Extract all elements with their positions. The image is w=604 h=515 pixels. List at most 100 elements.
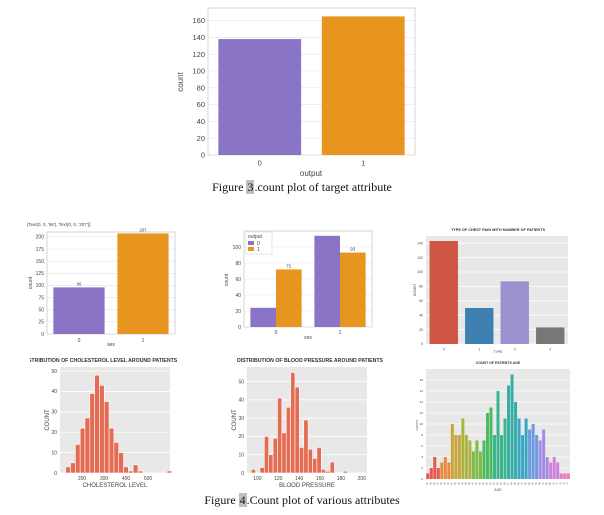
sex-count-chart: 0 25 50 75 100 125 150 175 200 96 0 207 1 count sex [Te… [27, 222, 176, 348]
x-tick-label: 1 [142, 338, 145, 344]
histogram-bar [75, 444, 81, 474]
y-tick-label: 50 [38, 307, 44, 313]
y-tick-label: 100 [192, 67, 205, 76]
bar [471, 451, 475, 479]
x-tick-label: 67 [541, 481, 545, 485]
x-tick-label: 2 [514, 348, 516, 352]
figure-4-caption: Figure 4.Count plot of various attribute… [204, 493, 400, 507]
bar [429, 241, 458, 344]
histogram-bar [277, 397, 283, 474]
x-tick-label: 44 [460, 481, 464, 485]
x-tick-label: 60 [517, 481, 521, 485]
y-tick-label: 20 [51, 430, 57, 436]
y-tick-label: 10 [238, 452, 244, 458]
x-tick-label: 53 [492, 481, 496, 485]
x-tick-label: 65 [534, 481, 538, 485]
bar [482, 440, 486, 479]
bar [489, 407, 493, 479]
histogram-bar [79, 427, 86, 474]
y-tick-label: 18 [420, 378, 424, 382]
chart-title: COUNT OF PATIENTS AGE [476, 361, 521, 365]
x-tick-label: 140 [295, 476, 304, 482]
bar [531, 424, 535, 479]
y-tick-label: 125 [36, 271, 45, 277]
x-axis-label: sex [304, 335, 312, 341]
histogram-bar [264, 436, 270, 474]
x-tick-label: 63 [527, 481, 531, 485]
legend-label: 1 [257, 247, 260, 253]
histogram-bar [342, 470, 348, 474]
x-tick-label: 46 [468, 481, 472, 485]
chart-title: DISTRIBUTION OF BLOOD PRESSURE AROUND PA… [237, 358, 384, 364]
histogram-bar [259, 467, 265, 474]
histogram-bar [89, 393, 95, 474]
bar [492, 435, 496, 479]
x-tick-label: 43 [457, 481, 461, 485]
y-tick-label: 80 [197, 83, 205, 92]
x-tick-label: 1 [361, 159, 365, 168]
x-tick-label: 42 [453, 481, 457, 485]
y-tick-label: 80 [419, 285, 423, 289]
y-tick-label: 16 [420, 389, 424, 393]
histogram-bar [113, 442, 120, 474]
y-tick-label: 0 [421, 477, 423, 481]
y-tick-label: 40 [197, 117, 205, 126]
bar [429, 468, 433, 479]
chart-title: DISTRIBUTION OF CHOLESTEROL LEVEL AROUND… [30, 358, 178, 364]
y-tick-label: 8 [421, 433, 423, 437]
bar [53, 287, 105, 334]
x-tick-label: 0 [258, 159, 262, 168]
histogram-bar [166, 470, 173, 474]
data-label: 207 [139, 227, 147, 232]
x-tick-label: 500 [144, 476, 153, 482]
histogram-bar [325, 470, 331, 474]
x-tick-label: 50 [482, 481, 486, 485]
histogram-bar [128, 470, 134, 474]
y-tick-label: 140 [192, 33, 205, 42]
bar [314, 235, 340, 327]
bar [552, 457, 556, 479]
y-axis-label: count [224, 273, 230, 286]
x-axis-label: AGE [494, 488, 502, 492]
bar [563, 473, 567, 479]
x-tick-label: 35 [432, 481, 436, 485]
histogram-bar [70, 462, 76, 474]
y-tick-label: 40 [238, 398, 244, 404]
bar [447, 462, 451, 479]
y-tick-label: 0 [41, 332, 44, 338]
x-tick-label: 29 [425, 481, 429, 485]
histogram-bar [290, 372, 296, 474]
bar [426, 473, 430, 479]
y-tick-label: 75 [38, 295, 44, 301]
x-tick-label: 55 [499, 481, 503, 485]
chart-title: TYPE OF CHEST PAIN WITH NUMBER OF PATIEN… [451, 228, 546, 232]
bar [536, 327, 565, 344]
x-tick-label: 3 [549, 348, 551, 352]
y-tick-label: 0 [201, 151, 205, 160]
x-axis-label: CHOLESTEROL LEVEL [83, 483, 148, 489]
histogram-bar [99, 385, 105, 474]
bar [485, 413, 489, 479]
x-tick-label: 0 [443, 348, 445, 352]
y-tick-label: 200 [36, 235, 45, 241]
x-tick-label: 51 [485, 481, 489, 485]
x-tick-label: 38 [439, 481, 443, 485]
bar [521, 435, 525, 479]
cholesterol-histogram: 0 10 20 30 40 50 200 300 400 500 DISTRIBUTION OF C… [30, 358, 178, 489]
x-tick-label: 49 [478, 481, 482, 485]
x-tick-label: 76 [562, 481, 566, 485]
data-label: 93 [350, 247, 356, 252]
bar [542, 429, 546, 479]
x-tick-label: 200 [78, 476, 87, 482]
y-axis-label: count [28, 276, 34, 289]
y-tick-label: 20 [419, 328, 423, 332]
x-axis-label: sex [107, 342, 115, 348]
bar [500, 281, 529, 344]
x-tick-label: 37 [436, 481, 440, 485]
histogram-bar [132, 464, 139, 474]
x-tick-label: 52 [489, 481, 493, 485]
x-tick-label: 100 [253, 476, 262, 482]
x-tick-label: 120 [274, 476, 283, 482]
legend-title: output [248, 234, 263, 240]
y-tick-label: 10 [420, 422, 424, 426]
